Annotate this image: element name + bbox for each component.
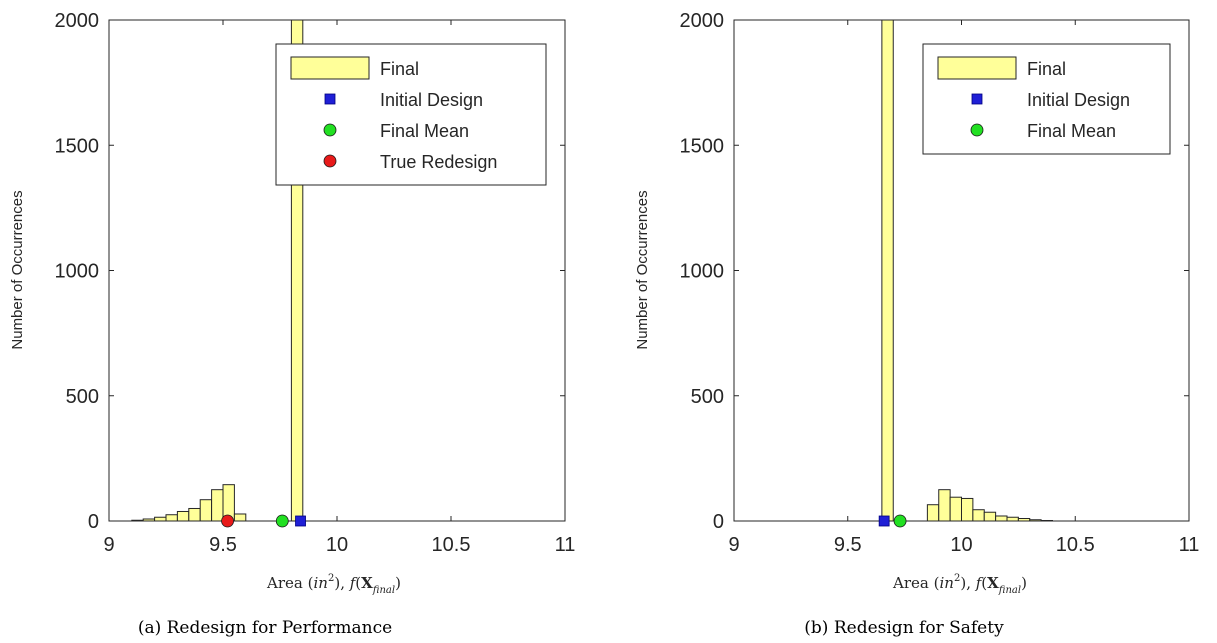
histogram-bar bbox=[199, 499, 213, 522]
x-axis-label-part: Area ( bbox=[266, 574, 313, 592]
legend-symbol bbox=[324, 93, 336, 105]
x-tick-label: 9 bbox=[728, 534, 739, 556]
x-axis-label-part: 2 bbox=[954, 573, 960, 584]
histogram-bar bbox=[211, 489, 224, 522]
histogram-bar bbox=[961, 497, 974, 522]
legend-symbol bbox=[290, 56, 370, 80]
x-axis-label-part: in bbox=[314, 574, 328, 592]
histogram-bar bbox=[995, 515, 1008, 522]
legend-symbol bbox=[971, 93, 983, 105]
y-tick-label: 2000 bbox=[55, 10, 100, 32]
histogram-bar bbox=[949, 496, 962, 522]
legend-label: Final Mean bbox=[380, 121, 469, 141]
chart-panel-a: 9 9.5 10 10.5 11 0 500 1000 1500 2000 Number of Oc… bbox=[9, 10, 575, 638]
x-axis-label-part: f bbox=[349, 574, 358, 592]
y-tick-label: 1500 bbox=[55, 135, 100, 157]
y-tick-label: 0 bbox=[88, 511, 99, 533]
x-axis-label-part: ), bbox=[334, 574, 349, 592]
histogram-bar bbox=[972, 509, 985, 522]
x-axis-label-part: X bbox=[987, 574, 999, 592]
histogram-bar bbox=[233, 513, 247, 522]
panel-caption: (b) Redesign for Safety bbox=[804, 618, 1004, 638]
x-tick-label: 9.5 bbox=[209, 534, 237, 556]
y-tick-label: 1500 bbox=[680, 135, 725, 157]
legend-label: Final Mean bbox=[1027, 121, 1116, 141]
marker-final-mean bbox=[275, 514, 289, 528]
y-tick-label: 500 bbox=[66, 386, 99, 408]
y-tick-label: 2000 bbox=[680, 10, 725, 32]
histogram-bar bbox=[165, 514, 178, 522]
x-axis-label-part: final bbox=[998, 585, 1021, 596]
panel-caption: (a) Redesign for Performance bbox=[138, 618, 392, 638]
x-axis-label-part: f bbox=[975, 574, 984, 592]
x-tick-label: 10 bbox=[326, 534, 348, 556]
legend-symbol bbox=[937, 56, 1017, 80]
x-axis-label-part: ) bbox=[395, 574, 401, 592]
histogram-bar bbox=[881, 19, 894, 522]
y-tick-label: 0 bbox=[713, 511, 724, 533]
x-tick-label: 9.5 bbox=[834, 534, 862, 556]
legend-symbol bbox=[323, 154, 337, 168]
marker-initial-design bbox=[295, 515, 306, 527]
x-axis-label: Area (in2), f(Xfinal) bbox=[892, 573, 1027, 596]
histogram-bar bbox=[938, 489, 951, 522]
x-axis-label-part: final bbox=[372, 585, 395, 596]
x-tick-label: 10 bbox=[950, 534, 972, 556]
marker-initial-design bbox=[878, 515, 890, 527]
y-axis-label: Number of Occurrences bbox=[634, 190, 651, 349]
legend-label: Initial Design bbox=[380, 90, 483, 110]
y-axis-label: Number of Occurrences bbox=[9, 190, 26, 349]
y-tick-label: 500 bbox=[691, 386, 724, 408]
x-axis-label-part: 2 bbox=[328, 573, 334, 584]
legend-label: Initial Design bbox=[1027, 90, 1130, 110]
x-tick-label: 10.5 bbox=[1056, 534, 1095, 556]
chart-panel-b: 9 9.5 10 10.5 11 0 500 1000 1500 2000 Number of Oc… bbox=[634, 10, 1199, 638]
x-axis-label-part: Area ( bbox=[892, 574, 939, 592]
x-axis-label-part: ) bbox=[1021, 574, 1027, 592]
legend: Final Initial Design Final Mean bbox=[922, 43, 1171, 155]
x-tick-label: 11 bbox=[1179, 534, 1200, 556]
x-axis-label: Area (in2), f(Xfinal) bbox=[266, 573, 401, 596]
histogram-bar bbox=[983, 511, 997, 522]
marker-true-redesign bbox=[221, 514, 234, 528]
legend-symbol bbox=[970, 123, 984, 137]
x-axis-label-part: ), bbox=[960, 574, 975, 592]
x-axis-label-part: in bbox=[940, 574, 954, 592]
histogram-bar bbox=[926, 504, 940, 522]
y-tick-label: 1000 bbox=[55, 261, 100, 283]
y-tick-label: 1000 bbox=[680, 261, 725, 283]
x-axis-label-part: ( bbox=[981, 574, 987, 592]
marker-final-mean bbox=[893, 514, 907, 528]
legend-label: Final bbox=[380, 59, 419, 79]
histogram-bar bbox=[176, 510, 190, 522]
legend: Final Initial Design Final Mean True Redesi… bbox=[275, 43, 547, 186]
histogram-bar bbox=[154, 516, 167, 522]
legend-symbol bbox=[323, 123, 337, 137]
x-axis-label-part: X bbox=[361, 574, 373, 592]
legend-label: Final bbox=[1027, 59, 1066, 79]
x-tick-label: 11 bbox=[555, 534, 576, 556]
histogram-bar bbox=[1006, 516, 1019, 522]
x-tick-label: 9 bbox=[103, 534, 114, 556]
x-axis-label-part: ( bbox=[355, 574, 361, 592]
x-tick-label: 10.5 bbox=[432, 534, 471, 556]
legend-label: True Redesign bbox=[380, 152, 497, 172]
histogram-bar bbox=[188, 507, 201, 522]
